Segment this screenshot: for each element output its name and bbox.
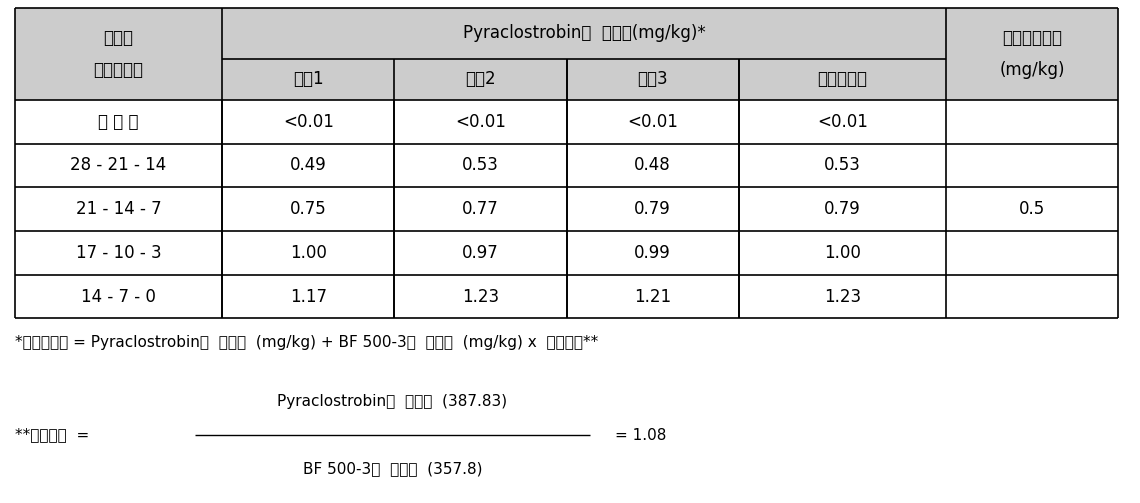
Text: 1.00: 1.00 [824,244,861,262]
Bar [15,143,1118,188]
Text: 0.5: 0.5 [1019,200,1045,218]
Text: 무 처 리: 무 처 리 [98,113,139,131]
Text: 28 - 21 - 14: 28 - 21 - 14 [71,156,166,175]
Text: 0.48: 0.48 [634,156,671,175]
Text: <0.01: <0.01 [817,113,868,131]
Text: 0.79: 0.79 [824,200,861,218]
Text: 0.79: 0.79 [634,200,671,218]
Text: **환산계수  =: **환산계수 = [15,428,89,443]
Text: <0.01: <0.01 [283,113,334,131]
Text: 0.97: 0.97 [462,244,499,262]
Bar [946,8,1118,100]
Text: 0.53: 0.53 [824,156,861,175]
Text: 수확전
약제처리일: 수확전 약제처리일 [93,29,144,79]
Bar [15,188,1118,231]
Text: 17 - 10 - 3: 17 - 10 - 3 [75,244,162,262]
Bar [739,59,946,100]
Bar [15,8,222,100]
Text: 잔류허용기준
(mg/kg): 잔류허용기준 (mg/kg) [999,29,1065,79]
Text: <0.01: <0.01 [455,113,506,131]
Text: 1.23: 1.23 [824,288,861,305]
Text: *합산잔류량 = Pyraclostrobin의  잔류량  (mg/kg) + BF 500-3의  잔류량  (mg/kg) x  환산계수**: *합산잔류량 = Pyraclostrobin의 잔류량 (mg/kg) + B… [15,335,599,350]
Text: 1.17: 1.17 [290,288,327,305]
Text: <0.01: <0.01 [627,113,678,131]
Bar [946,100,1118,318]
Bar [222,8,946,59]
Text: Pyraclostrobin의  분자량  (387.83): Pyraclostrobin의 분자량 (387.83) [277,394,507,409]
Bar [15,231,1118,275]
Text: 0.53: 0.53 [462,156,499,175]
Bar [15,275,1118,318]
Text: 0.75: 0.75 [290,200,327,218]
Text: 반복2: 반복2 [465,70,496,88]
Text: 21 - 14 - 7: 21 - 14 - 7 [75,200,162,218]
Text: = 1.08: = 1.08 [614,428,667,443]
Bar [222,59,394,100]
Text: 1.21: 1.21 [634,288,671,305]
Text: 0.77: 0.77 [462,200,499,218]
Text: 1.00: 1.00 [290,244,327,262]
Text: 최대잔류량: 최대잔류량 [817,70,868,88]
Text: 반복1: 반복1 [293,70,324,88]
Bar [394,59,567,100]
Text: 반복3: 반복3 [637,70,668,88]
Text: 14 - 7 - 0: 14 - 7 - 0 [81,288,156,305]
Text: 0.99: 0.99 [634,244,671,262]
Text: BF 500-3의  분자량  (357.8): BF 500-3의 분자량 (357.8) [303,461,482,476]
Text: 1.23: 1.23 [462,288,499,305]
Bar [567,59,739,100]
Text: Pyraclostrobin의  잔류량(mg/kg)*: Pyraclostrobin의 잔류량(mg/kg)* [463,24,706,42]
Bar [15,100,1118,143]
Text: 0.49: 0.49 [290,156,327,175]
